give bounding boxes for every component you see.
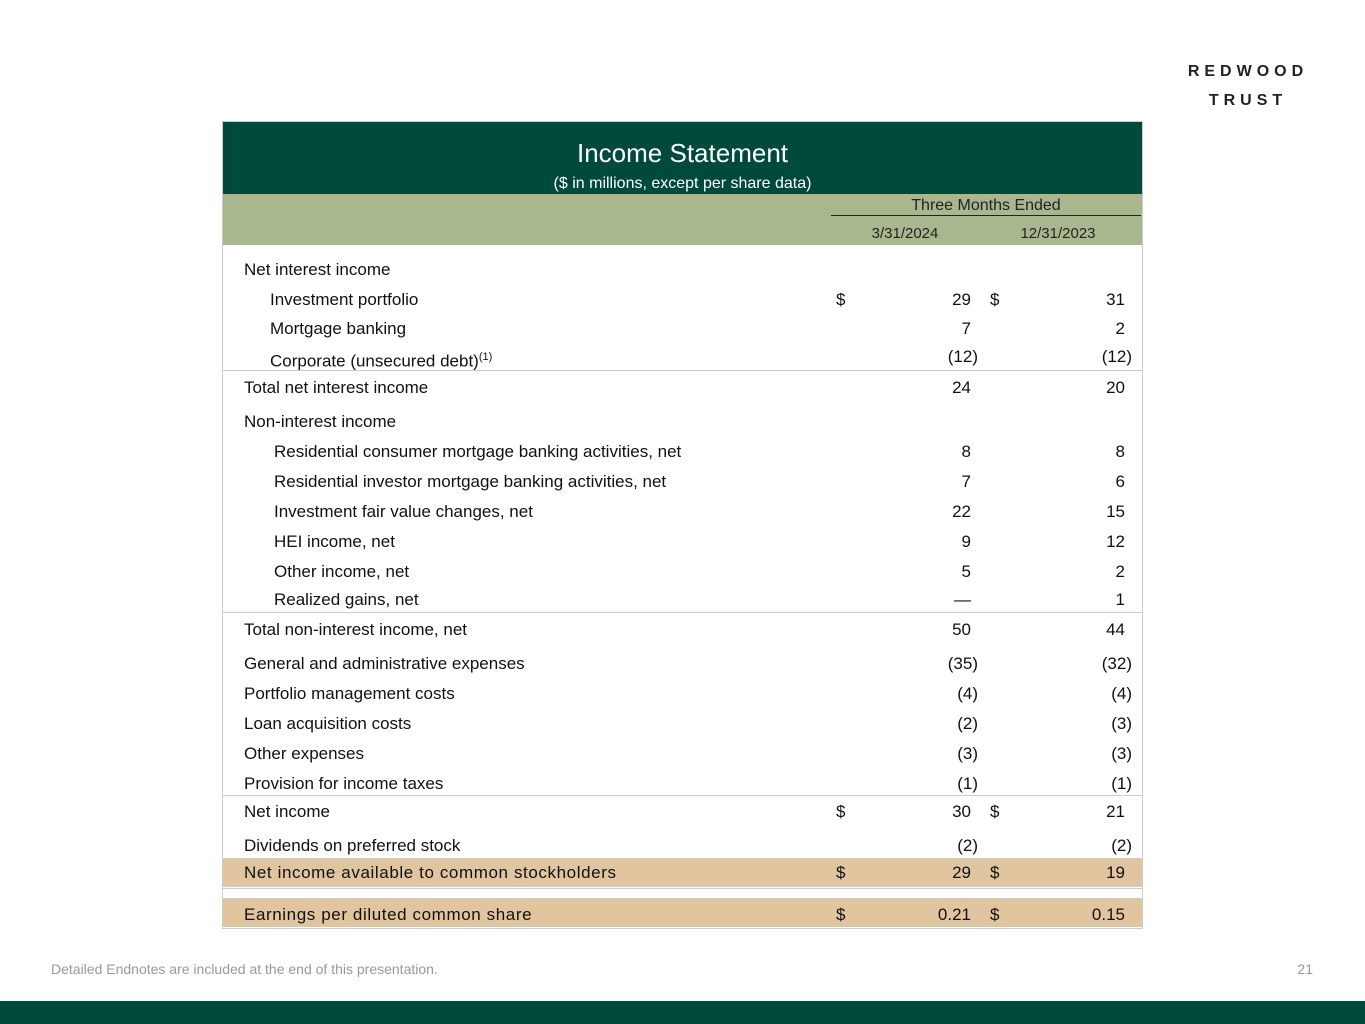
currency-sign: $ <box>990 905 1000 924</box>
row-label: Total net interest income <box>244 378 429 397</box>
cell-value: (3) <box>957 744 978 763</box>
row-label: Loan acquisition costs <box>244 714 412 733</box>
cell-value: (2) <box>1111 836 1132 855</box>
row-label: Investment fair value changes, net <box>274 502 533 521</box>
row-label: Dividends on preferred stock <box>244 836 461 855</box>
highlight-band <box>223 899 1142 927</box>
rule <box>223 370 1142 371</box>
cell-value: (2) <box>957 714 978 733</box>
cell-value: 5 <box>961 562 971 581</box>
row-label: General and administrative expenses <box>244 654 525 673</box>
logo-line: REDWOOD <box>1187 63 1309 80</box>
row-label: Total non-interest income, net <box>244 620 468 639</box>
highlight-band <box>223 858 1142 887</box>
row-label: Net income available to common stockhold… <box>244 863 617 882</box>
column-header: 3/31/2024 <box>871 225 939 242</box>
cell-value: (1) <box>1111 774 1132 793</box>
currency-sign: $ <box>836 802 846 821</box>
cell-value: (35) <box>947 654 978 673</box>
cell-value: 7 <box>961 472 971 491</box>
table-subtitle: ($ in millions, except per share data) <box>553 175 812 192</box>
period-header: Three Months Ended <box>911 197 1061 214</box>
cell-value: (3) <box>1111 744 1132 763</box>
cell-value: 0.15 <box>1091 905 1125 924</box>
currency-sign: $ <box>990 802 1000 821</box>
cell-value: (3) <box>1111 714 1132 733</box>
cell-value: 0.21 <box>937 905 971 924</box>
cell-value: 31 <box>1106 290 1125 309</box>
row-label: Net interest income <box>244 260 391 279</box>
cell-value: 9 <box>961 532 971 551</box>
row-label: Realized gains, net <box>274 590 419 609</box>
cell-value: 15 <box>1106 502 1125 521</box>
page-number: 21 <box>1297 961 1313 977</box>
cell-value: (1) <box>957 774 978 793</box>
spacer <box>223 888 1142 899</box>
cell-value: 12 <box>1106 532 1125 551</box>
note-ref: (1) <box>478 351 493 363</box>
row-label: Portfolio management costs <box>244 684 455 703</box>
cell-value: 7 <box>961 319 971 338</box>
row-label: Corporate (unsecured debt)(1) <box>270 351 493 371</box>
table-frame <box>222 121 1143 929</box>
cell-value: (2) <box>957 836 978 855</box>
row-label: Provision for income taxes <box>244 774 444 793</box>
title-band <box>223 122 1142 194</box>
cell-value: 44 <box>1106 620 1125 639</box>
cell-value: 20 <box>1106 378 1125 397</box>
row-label: Net income <box>244 802 330 821</box>
cell-value: 6 <box>1115 472 1125 491</box>
row-label: Investment portfolio <box>270 290 419 309</box>
cell-value: (12) <box>1101 347 1132 366</box>
footnote: Detailed Endnotes are included at the en… <box>51 961 438 977</box>
rule <box>223 795 1142 796</box>
row-label: Non-interest income <box>244 412 397 431</box>
currency-sign: $ <box>836 905 846 924</box>
currency-sign: $ <box>990 290 1000 309</box>
row-label: Mortgage banking <box>270 319 407 338</box>
row-label: Other income, net <box>274 562 410 581</box>
table-title: Income Statement <box>577 138 788 168</box>
rule <box>223 612 1142 613</box>
cell-value: 2 <box>1115 562 1125 581</box>
currency-sign: $ <box>990 863 1000 882</box>
cell-value: — <box>954 590 971 609</box>
currency-sign: $ <box>836 290 846 309</box>
cell-value: 24 <box>952 378 971 397</box>
cell-value: 22 <box>952 502 971 521</box>
row-label: Other expenses <box>244 744 365 763</box>
cell-value: 29 <box>952 290 971 309</box>
cell-value: (4) <box>957 684 978 703</box>
cell-value: 50 <box>952 620 971 639</box>
cell-value: 8 <box>1115 442 1125 461</box>
cell-value: 29 <box>952 863 971 882</box>
row-label: Residential investor mortgage banking ac… <box>274 472 667 491</box>
currency-sign: $ <box>836 863 846 882</box>
cell-value: 30 <box>952 802 971 821</box>
cell-value: (32) <box>1101 654 1132 673</box>
column-header: 12/31/2023 <box>1020 225 1096 242</box>
row-label: Residential consumer mortgage banking ac… <box>274 442 682 461</box>
logo-line: TRUST <box>1208 92 1288 109</box>
cell-value: 8 <box>961 442 971 461</box>
cell-value: (12) <box>947 347 978 366</box>
cell-value: (4) <box>1111 684 1132 703</box>
row-label: HEI income, net <box>274 532 395 551</box>
cell-value: 19 <box>1106 863 1125 882</box>
footer-band <box>0 1001 1365 1024</box>
cell-value: 2 <box>1115 319 1125 338</box>
header-rule <box>831 215 1141 216</box>
header-band <box>223 194 1142 245</box>
cell-value: 1 <box>1115 590 1125 609</box>
cell-value: 21 <box>1106 802 1125 821</box>
row-label: Earnings per diluted common share <box>244 905 533 924</box>
